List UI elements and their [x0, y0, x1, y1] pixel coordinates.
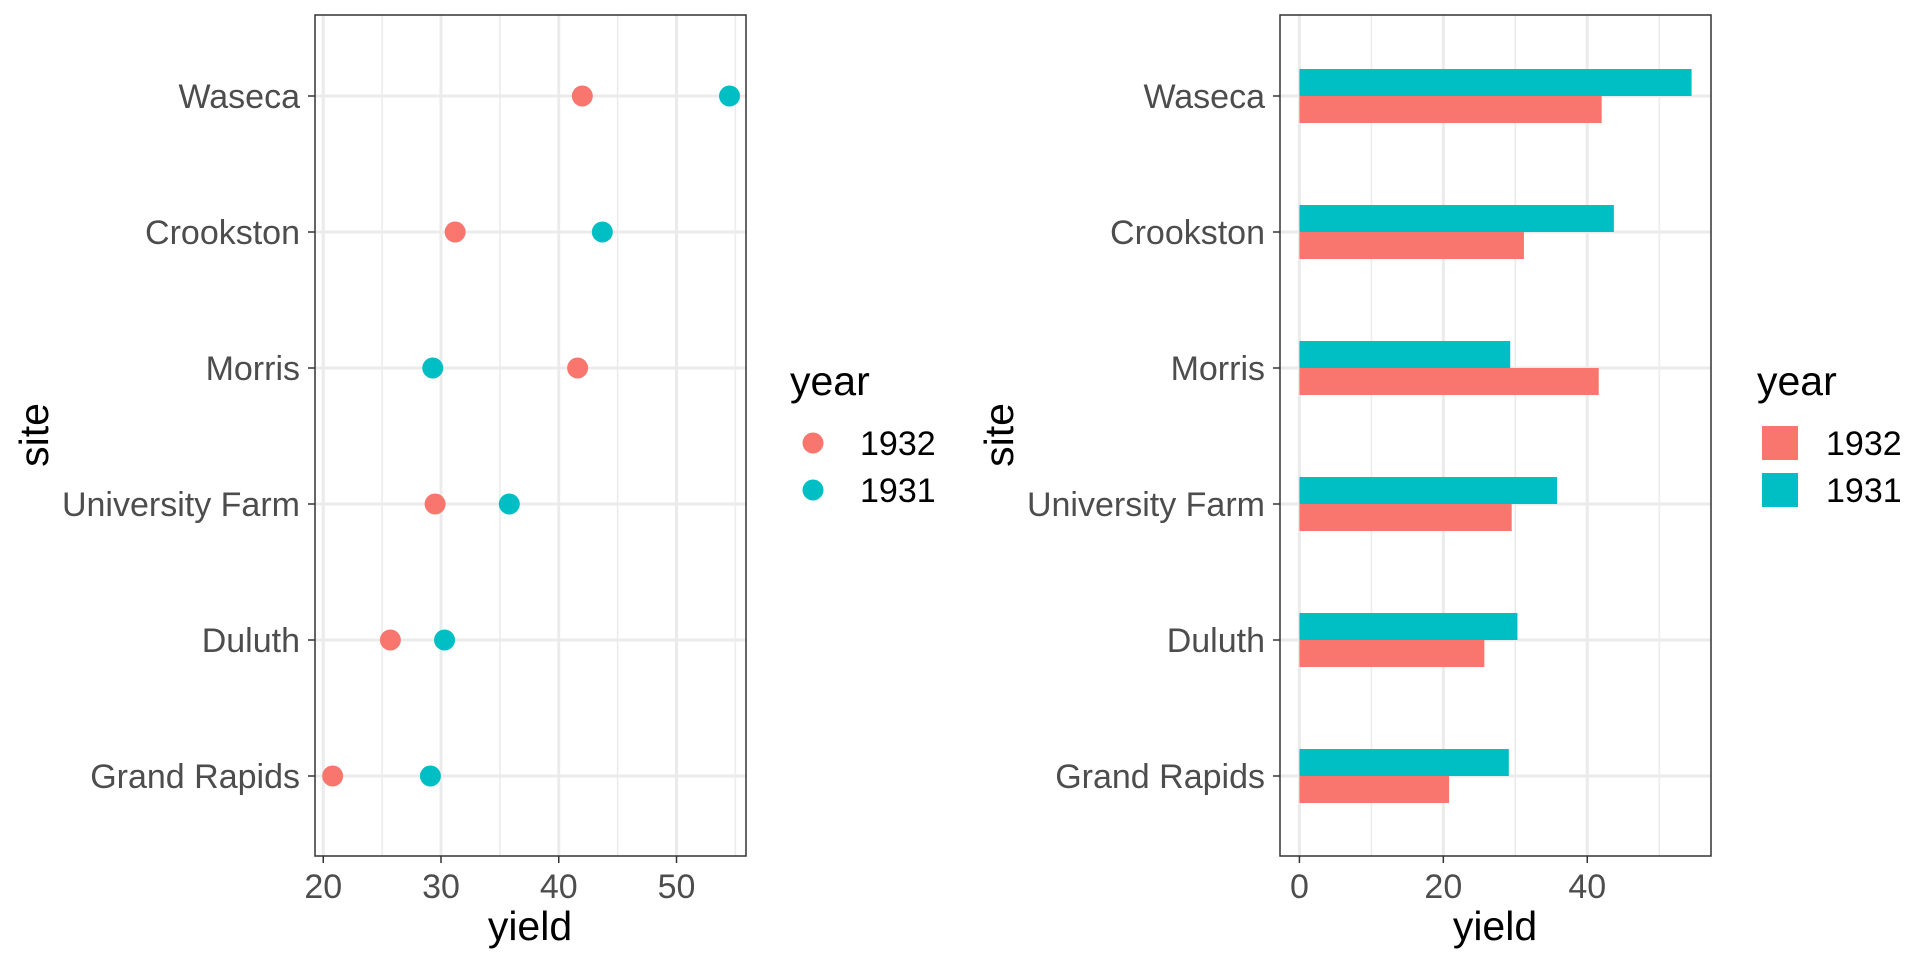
dot-1931-point: [422, 357, 444, 379]
dot-1931-point: [419, 765, 441, 787]
dot-plot-legend-label-1932: 1932: [860, 425, 936, 463]
bar-chart-legend-label-1931: 1931: [1826, 472, 1902, 510]
bar-chart-y-tick-label: Crookston: [1110, 214, 1265, 252]
bar-chart-legend-key-1931: [1762, 473, 1798, 507]
dot-plot-legend-title: year: [790, 358, 870, 404]
dot-1932-point: [444, 221, 466, 243]
dot-1931-point: [498, 493, 520, 515]
bar-1932: [1299, 232, 1524, 259]
dot-plot-legend-key-1932: [802, 432, 824, 454]
dot-plot-y-tick-label: Duluth: [202, 622, 300, 660]
dot-plot-panel-border: [314, 14, 747, 857]
bar-chart-y-tick-label: Waseca: [1143, 78, 1265, 116]
bar-chart-x-tick-label: 40: [1568, 868, 1606, 906]
dot-plot-y-ticks: Waseca Crookston Morris University Farm Dulu…: [62, 78, 315, 796]
dot-plot-points: [322, 85, 741, 787]
bar-chart-bars: [1299, 69, 1692, 803]
dot-1932-point: [379, 629, 401, 651]
bar-chart-y-tick-label: Duluth: [1167, 622, 1265, 660]
dot-plot-x-tick-label: 20: [304, 868, 342, 906]
bar-chart-y-ticks: Waseca Crookston Morris University Farm Dulu…: [1027, 78, 1280, 796]
bar-1932: [1299, 640, 1485, 667]
bar-1931: [1299, 749, 1509, 776]
bar-1931: [1299, 69, 1692, 96]
dot-plot-legend: year 1932 1931: [790, 358, 936, 510]
dot-1932-point: [571, 85, 593, 107]
dot-plot-x-tick-label: 50: [658, 868, 696, 906]
dot-plot-legend-label-1931: 1931: [860, 472, 936, 510]
bar-chart-y-tick-label: Morris: [1171, 350, 1265, 388]
bar-1931: [1299, 477, 1558, 504]
bar-1932: [1299, 776, 1450, 803]
bar-chart-legend-label-1932: 1932: [1826, 425, 1902, 463]
dot-plot-panel: Waseca Crookston Morris University Farm Dulu…: [11, 14, 936, 949]
dot-plot-y-tick-label: Grand Rapids: [90, 758, 300, 796]
bar-chart-legend-title: year: [1757, 358, 1837, 404]
bar-1932: [1299, 368, 1599, 395]
dot-plot-y-tick-label: University Farm: [62, 486, 300, 524]
bar-chart-panel: Waseca Crookston Morris University Farm Dulu…: [976, 14, 1902, 949]
bar-chart-x-axis-title: yield: [1453, 903, 1537, 949]
bar-1931: [1299, 613, 1518, 640]
bar-1932: [1299, 96, 1602, 123]
dot-1932-point: [567, 357, 589, 379]
dot-plot-y-axis-title: site: [11, 403, 57, 467]
bar-chart-y-axis-title: site: [976, 403, 1022, 467]
dot-plot-y-tick-label: Crookston: [145, 214, 300, 252]
bar-chart-x-ticks: 0 20 40: [1290, 856, 1606, 906]
dot-1932-point: [424, 493, 446, 515]
dot-1931-point: [434, 629, 456, 651]
bar-chart-x-tick-label: 0: [1290, 868, 1309, 906]
bar-1931: [1299, 341, 1511, 368]
dot-plot-legend-key-1931: [802, 479, 824, 501]
dot-plot-y-tick-label: Waseca: [178, 78, 300, 116]
bar-chart-y-tick-label: University Farm: [1027, 486, 1265, 524]
dot-plot-gridlines: [315, 15, 746, 856]
bar-chart-x-tick-label: 20: [1424, 868, 1462, 906]
dot-plot-x-tick-label: 40: [540, 868, 578, 906]
dot-plot-x-axis-title: yield: [488, 903, 572, 949]
bar-1932: [1299, 504, 1512, 531]
bar-1931: [1299, 205, 1614, 232]
bar-chart-panel-border: [1279, 14, 1712, 857]
dot-plot-y-tick-label: Morris: [206, 350, 300, 388]
dot-1931-point: [591, 221, 613, 243]
dot-plot-x-tick-label: 30: [422, 868, 460, 906]
dot-plot-x-ticks: 20 30 40 50: [304, 856, 695, 906]
dot-1932-point: [322, 765, 344, 787]
bar-chart-legend: year 1932 1931: [1757, 358, 1902, 510]
bar-chart-y-tick-label: Grand Rapids: [1055, 758, 1265, 796]
dot-1931-point: [719, 85, 741, 107]
bar-chart-legend-key-1932: [1762, 426, 1798, 460]
